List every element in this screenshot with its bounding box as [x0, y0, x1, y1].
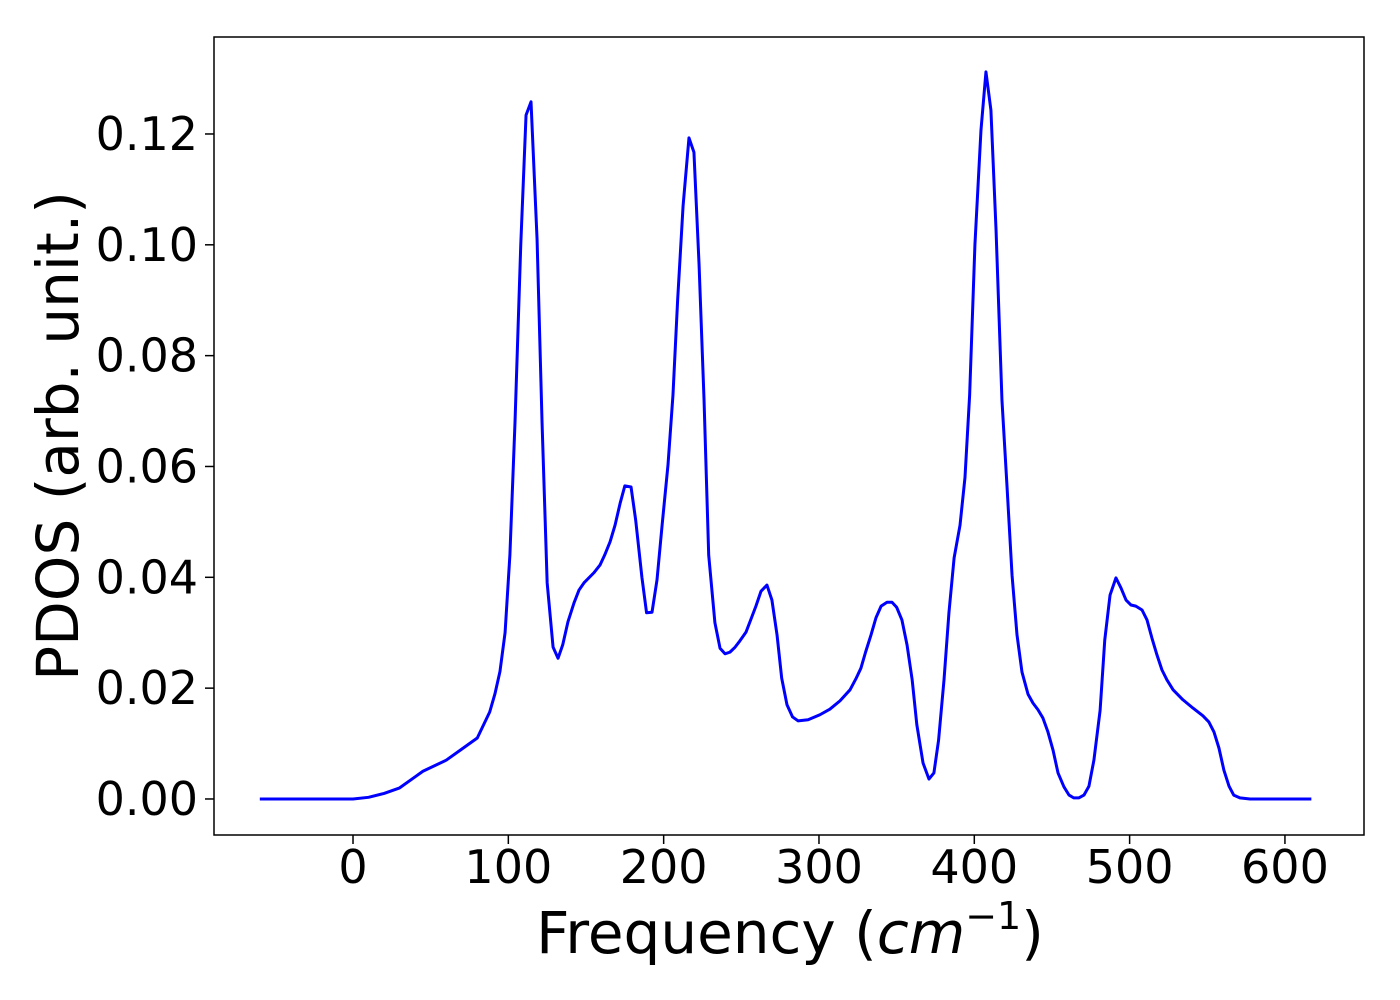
x-tick-label: 300 [775, 840, 863, 894]
pdos-line [259, 70, 1312, 801]
x-axis-label: Frequency (cm−1) [536, 894, 1044, 967]
x-label-close: ) [1021, 899, 1044, 967]
plot-frame [213, 36, 1365, 836]
x-tick-label: 400 [930, 840, 1018, 894]
y-tick-label: 0.00 [96, 772, 198, 826]
x-tick-label: 500 [1086, 840, 1174, 894]
y-tick-label: 0.12 [96, 107, 198, 161]
x-label-exponent: −1 [965, 894, 1021, 938]
x-tick-label: 600 [1241, 840, 1329, 894]
x-label-text: Frequency ( [536, 899, 877, 967]
x-tick-label: 0 [338, 840, 367, 894]
y-tick-label: 0.08 [96, 329, 198, 383]
y-axis-label: PDOS (arb. unit.) [24, 191, 92, 681]
x-tick-label: 100 [464, 840, 552, 894]
x-tick-label: 200 [620, 840, 708, 894]
y-tick-label: 0.04 [96, 550, 198, 604]
y-tick-label: 0.02 [96, 661, 198, 715]
y-tick-label: 0.10 [96, 218, 198, 272]
y-tick-label: 0.06 [96, 439, 198, 493]
x-label-unit: cm [877, 899, 965, 967]
